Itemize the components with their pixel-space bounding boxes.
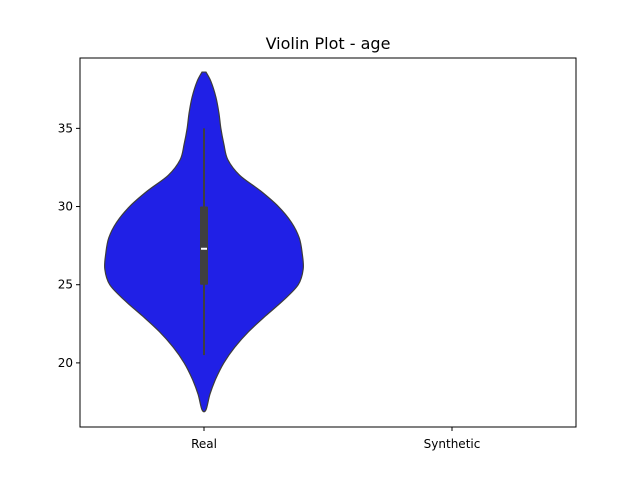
y-axis: 20 25 30 35 xyxy=(58,121,80,370)
y-tick-label: 35 xyxy=(58,121,73,135)
x-tick-label: Real xyxy=(191,437,217,451)
axes-frame xyxy=(79,57,577,428)
plot-area xyxy=(103,71,305,413)
iqr-box xyxy=(200,206,208,285)
x-tick-label: Synthetic xyxy=(424,437,481,451)
y-tick-label: 20 xyxy=(58,356,73,370)
y-tick-label: 30 xyxy=(58,200,73,214)
y-tick-label: 25 xyxy=(58,278,73,292)
chart-title: Violin Plot - age xyxy=(266,34,391,53)
x-axis: Real Synthetic xyxy=(191,427,480,451)
